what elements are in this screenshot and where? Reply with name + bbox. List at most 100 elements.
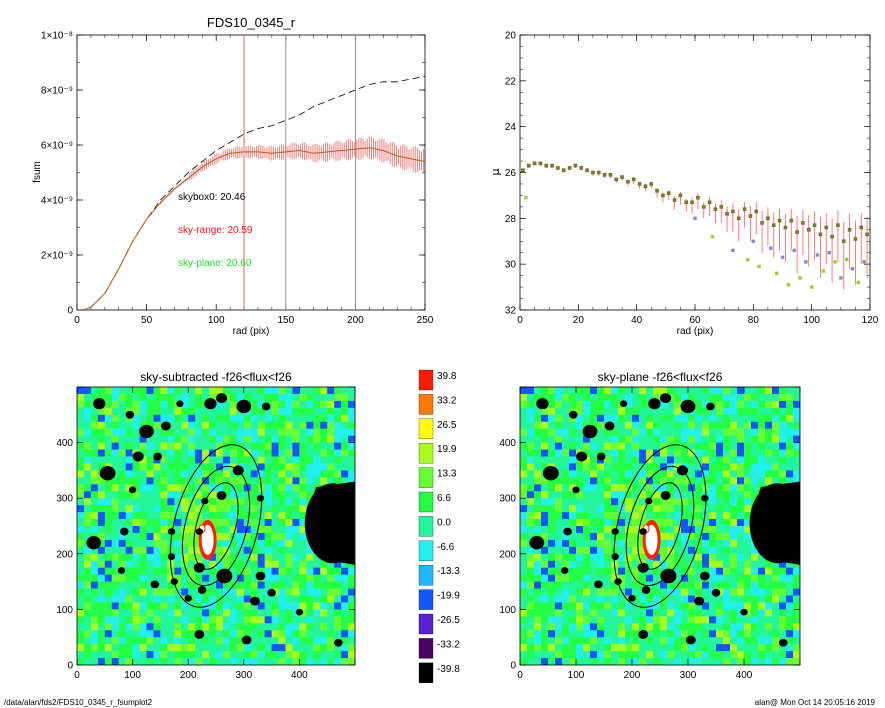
masked-source (611, 553, 619, 560)
x-tick-label: 150 (277, 315, 294, 326)
image-pixel (216, 484, 224, 492)
image-pixel (527, 532, 535, 541)
image-pixel (660, 609, 668, 617)
image-pixel (160, 442, 168, 451)
image-pixel (751, 560, 759, 569)
image-pixel (264, 414, 273, 423)
image-pixel (188, 512, 196, 520)
image-pixel (611, 595, 619, 603)
image-pixel (562, 463, 570, 471)
image-pixel (181, 393, 189, 402)
image-pixel (271, 532, 280, 541)
image-pixel (632, 505, 640, 513)
image-pixel (83, 546, 92, 555)
image-pixel (527, 637, 535, 645)
image-pixel (702, 567, 710, 576)
image-pixel (313, 414, 321, 423)
image-pixel (271, 553, 280, 562)
image-pixel (167, 435, 175, 444)
image-pixel (681, 609, 689, 617)
image-pixel (306, 491, 314, 499)
image-pixel (723, 449, 731, 457)
image-pixel (139, 602, 147, 610)
image-pixel (611, 623, 619, 631)
image-pixel (111, 588, 120, 596)
image-pixel (562, 546, 570, 555)
image-pixel (562, 560, 570, 569)
image-pixel (132, 484, 141, 492)
image-pixel (334, 407, 342, 416)
image-pixel (744, 588, 752, 596)
image-pixel (632, 414, 640, 423)
image-pixel (772, 630, 780, 638)
image-pixel (320, 623, 328, 631)
image-pixel (292, 477, 300, 485)
image-pixel (278, 567, 286, 576)
x-tick-label: 50 (141, 315, 153, 326)
image-pixel (202, 435, 210, 444)
image-pixel (597, 484, 605, 492)
image-pixel (236, 421, 245, 430)
image-pixel (660, 435, 668, 444)
image-pixel (257, 393, 266, 402)
image-pixel (111, 470, 120, 478)
image-pixel (285, 449, 293, 457)
image-pixel (209, 609, 217, 617)
image-pixel (139, 623, 147, 631)
image-pixel (548, 414, 556, 423)
image-pixel (751, 581, 759, 590)
image-pixel (313, 637, 321, 645)
image-pixel (618, 449, 626, 457)
image-pixel (209, 393, 217, 402)
image-pixel (195, 477, 203, 485)
image-pixel (660, 470, 668, 478)
image-pixel (202, 421, 210, 430)
image-pixel (216, 498, 224, 506)
image-pixel (618, 393, 626, 402)
image-pixel (236, 477, 245, 485)
image-pixel (257, 519, 266, 527)
image-pixel (646, 630, 654, 638)
image-pixel (772, 414, 780, 423)
image-pixel (632, 581, 640, 590)
image-pixel (730, 658, 738, 665)
image-pixel (618, 491, 626, 499)
image-pixel (569, 491, 577, 499)
image-pixel (278, 658, 286, 665)
image-pixel (562, 477, 570, 485)
image-pixel (313, 477, 321, 485)
image-pixel (632, 644, 640, 652)
image-pixel (174, 637, 182, 645)
image-pixel (688, 470, 696, 478)
image-pixel (327, 658, 335, 665)
image-pixel (153, 393, 161, 402)
image-pixel (104, 484, 113, 492)
image-pixel (139, 581, 147, 590)
masked-source (255, 571, 266, 581)
image-pixel (188, 553, 196, 562)
image-pixel (786, 630, 794, 638)
image-pixel (716, 616, 724, 624)
image-pixel (569, 512, 577, 520)
image-pixel (243, 581, 252, 590)
image-pixel (160, 644, 168, 652)
image-pixel (292, 491, 300, 499)
image-pixel (667, 526, 675, 534)
image-pixel (632, 387, 640, 395)
image-pixel (299, 602, 307, 610)
image-pixel (695, 428, 703, 437)
image-pixel (188, 421, 196, 430)
skybox0-curve (77, 75, 425, 310)
image-pixel (257, 532, 266, 541)
image-pixel (229, 546, 238, 555)
image-pixel (702, 470, 710, 478)
image-pixel (202, 630, 210, 638)
image-pixel (334, 623, 342, 631)
image-pixel (104, 449, 113, 457)
image-pixel (146, 553, 154, 562)
image-pixel (590, 588, 598, 596)
image-pixel (548, 609, 556, 617)
image-pixel (334, 393, 342, 402)
image-pixel (723, 546, 731, 555)
image-pixel (702, 449, 710, 457)
